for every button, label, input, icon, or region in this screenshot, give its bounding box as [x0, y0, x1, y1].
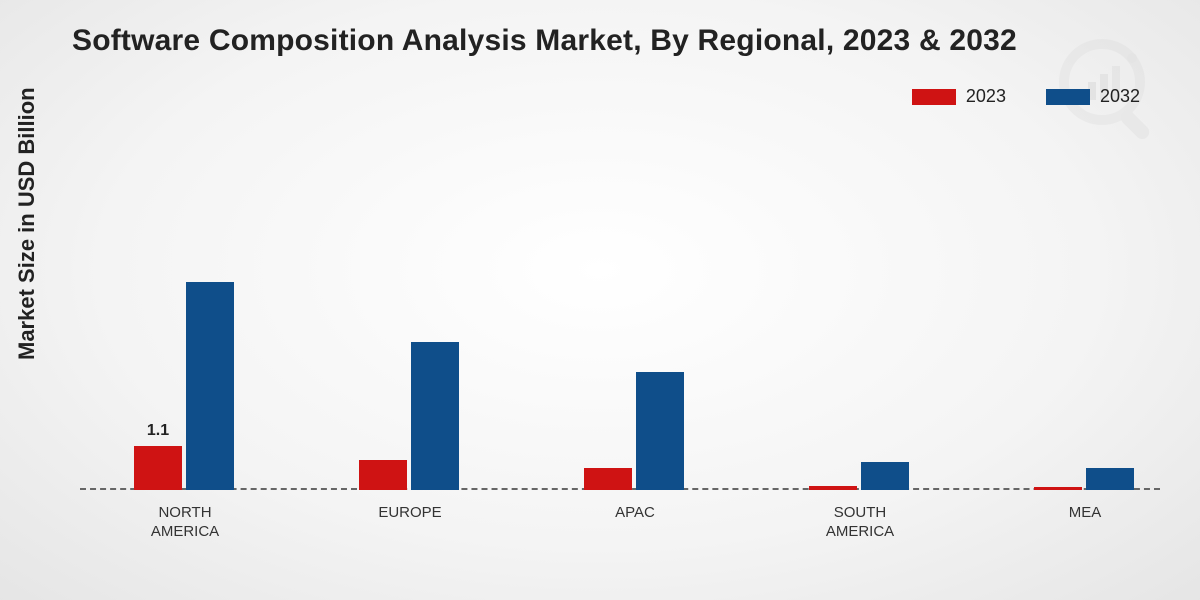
bar-value-label: 1.1	[134, 422, 182, 440]
x-tick-label: SOUTHAMERICA	[785, 504, 935, 542]
chart-title: Software Composition Analysis Market, By…	[72, 24, 1017, 58]
bar	[1034, 487, 1082, 490]
x-tick-label: EUROPE	[335, 504, 485, 523]
bar	[359, 460, 407, 490]
legend-label-2032: 2032	[1100, 86, 1140, 107]
legend-item-2032: 2032	[1046, 86, 1140, 107]
bar	[1086, 468, 1134, 490]
bar	[186, 282, 234, 490]
x-tick-label: APAC	[560, 504, 710, 523]
bar	[861, 462, 909, 490]
legend-label-2023: 2023	[966, 86, 1006, 107]
x-tick-label: NORTHAMERICA	[110, 504, 260, 542]
bar	[809, 486, 857, 490]
x-tick-label: MEA	[1010, 504, 1160, 523]
bar	[411, 342, 459, 490]
plot-area: 1.1NORTHAMERICAEUROPEAPACSOUTHAMERICAMEA	[80, 150, 1160, 490]
y-axis-label: Market Size in USD Billion	[14, 87, 40, 360]
bar	[636, 372, 684, 490]
legend: 2023 2032	[912, 86, 1140, 107]
legend-swatch-2023	[912, 89, 956, 105]
bar	[134, 446, 182, 490]
bar	[584, 468, 632, 490]
legend-swatch-2032	[1046, 89, 1090, 105]
legend-item-2023: 2023	[912, 86, 1006, 107]
